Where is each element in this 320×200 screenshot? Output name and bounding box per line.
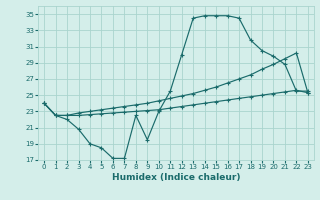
X-axis label: Humidex (Indice chaleur): Humidex (Indice chaleur) [112, 173, 240, 182]
